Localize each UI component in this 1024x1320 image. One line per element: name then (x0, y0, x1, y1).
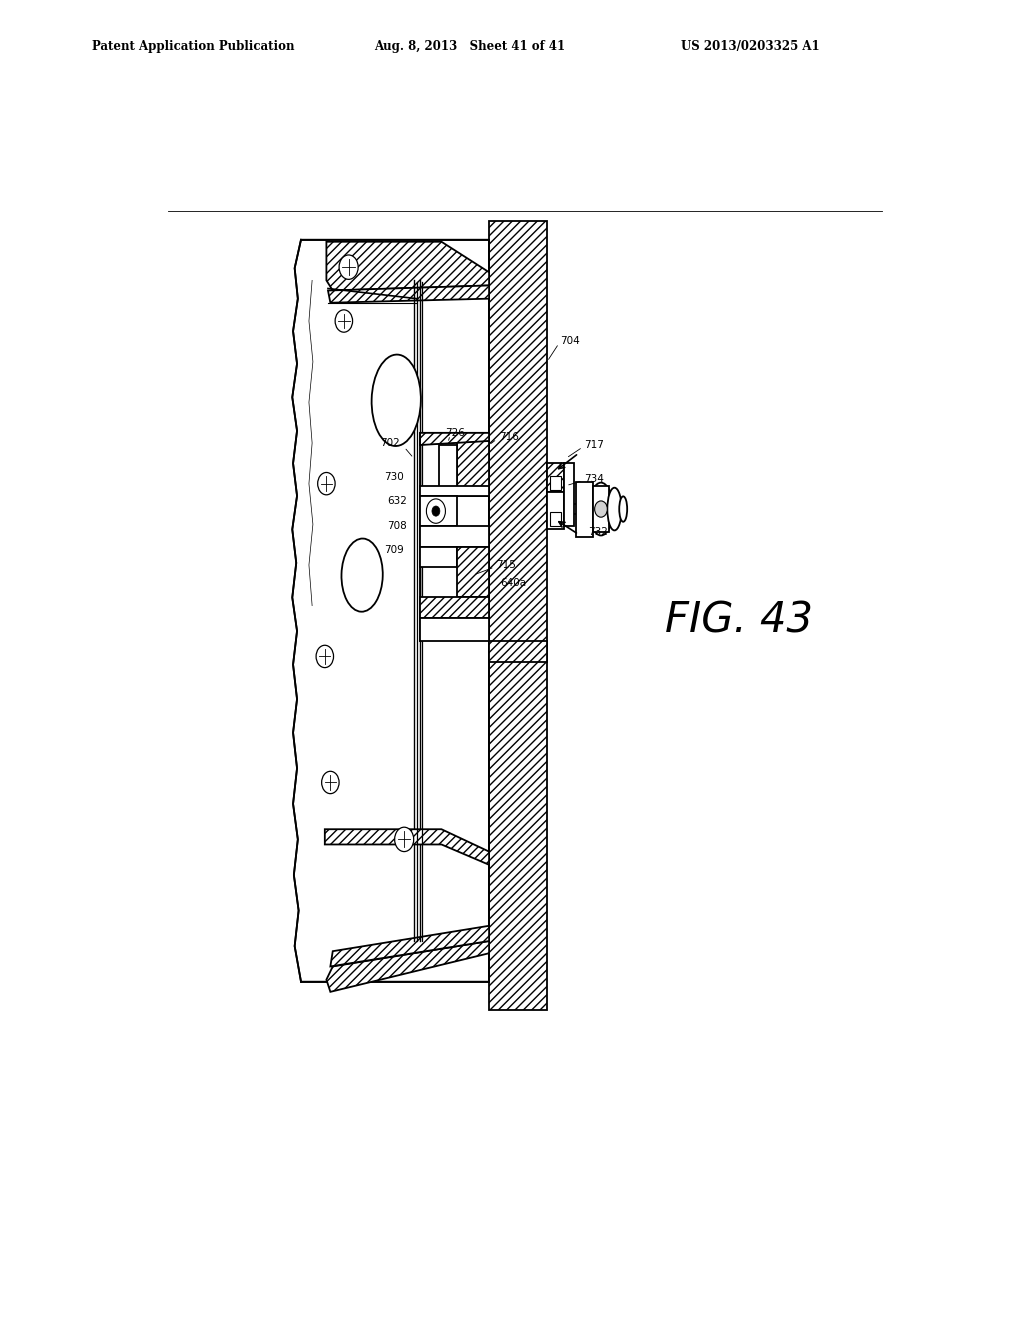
Ellipse shape (589, 483, 613, 536)
Polygon shape (489, 642, 547, 661)
Text: 715: 715 (497, 560, 516, 570)
Text: Patent Application Publication: Patent Application Publication (92, 40, 295, 53)
Ellipse shape (341, 539, 383, 611)
Polygon shape (547, 492, 564, 529)
Ellipse shape (607, 487, 622, 531)
Text: 709: 709 (384, 545, 404, 554)
Polygon shape (420, 598, 489, 618)
Text: 708: 708 (388, 521, 408, 532)
Circle shape (339, 255, 358, 280)
Text: 632: 632 (387, 496, 408, 506)
Polygon shape (564, 463, 574, 527)
Circle shape (426, 499, 445, 523)
Text: 716: 716 (499, 432, 518, 442)
Polygon shape (420, 496, 458, 527)
Polygon shape (325, 829, 489, 865)
Circle shape (335, 310, 352, 333)
Ellipse shape (620, 496, 627, 521)
Circle shape (394, 828, 414, 851)
Polygon shape (420, 618, 489, 642)
Text: 717: 717 (585, 440, 604, 450)
Text: 702: 702 (380, 438, 399, 447)
Text: 726: 726 (445, 428, 465, 438)
Polygon shape (458, 441, 489, 496)
Polygon shape (489, 222, 547, 1010)
Polygon shape (593, 486, 609, 532)
Polygon shape (420, 433, 489, 445)
Polygon shape (328, 285, 489, 302)
Ellipse shape (372, 355, 421, 446)
Text: 732: 732 (588, 528, 608, 537)
Polygon shape (420, 527, 489, 546)
Circle shape (317, 473, 335, 495)
Polygon shape (327, 242, 489, 290)
Circle shape (595, 500, 607, 517)
Text: 734: 734 (585, 474, 604, 483)
Polygon shape (547, 463, 564, 492)
Circle shape (322, 771, 339, 793)
Text: FIG. 43: FIG. 43 (665, 599, 813, 642)
Polygon shape (550, 512, 561, 527)
Polygon shape (575, 482, 593, 536)
Circle shape (432, 506, 440, 516)
Circle shape (316, 645, 334, 668)
Polygon shape (331, 925, 489, 966)
Polygon shape (292, 240, 489, 982)
Polygon shape (458, 546, 489, 598)
Polygon shape (550, 475, 561, 490)
Text: 730: 730 (384, 471, 404, 482)
Text: Aug. 8, 2013   Sheet 41 of 41: Aug. 8, 2013 Sheet 41 of 41 (374, 40, 565, 53)
Polygon shape (327, 941, 489, 991)
Polygon shape (420, 546, 458, 568)
Text: US 2013/0203325 A1: US 2013/0203325 A1 (681, 40, 819, 53)
Text: 704: 704 (560, 337, 581, 346)
Polygon shape (439, 445, 458, 492)
Polygon shape (420, 486, 489, 496)
Text: 640a: 640a (500, 578, 526, 589)
